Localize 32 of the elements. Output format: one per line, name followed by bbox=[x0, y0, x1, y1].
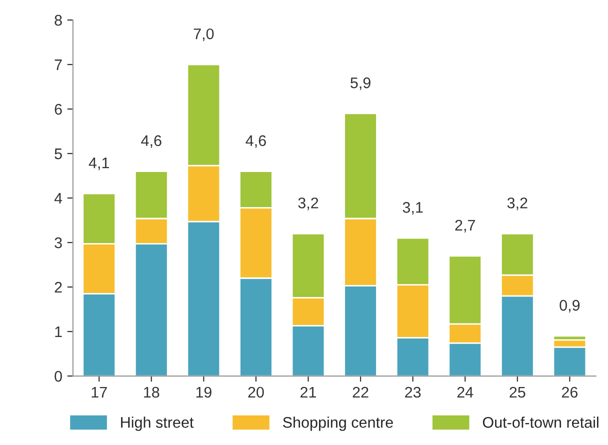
total-label: 4,1 bbox=[88, 158, 109, 170]
x-tick-label: 20 bbox=[248, 386, 264, 398]
y-tick-label: 5 bbox=[54, 148, 62, 160]
y-tick-label: 7 bbox=[54, 60, 62, 70]
total-label: 3,2 bbox=[298, 198, 318, 210]
y-tick-label: 2 bbox=[54, 282, 62, 293]
x-tick-label: 17 bbox=[92, 387, 107, 398]
x-tick-label: 21 bbox=[300, 386, 316, 398]
y-tick-label: 1 bbox=[55, 326, 62, 338]
total-label: 4,6 bbox=[141, 135, 162, 148]
y-tick-label: 3 bbox=[54, 237, 62, 248]
y-tick-label: 8 bbox=[54, 14, 62, 26]
legend-label: Out-of-town retail bbox=[482, 416, 598, 428]
total-label: 2,7 bbox=[455, 220, 475, 232]
x-tick-label: 19 bbox=[196, 386, 212, 398]
total-label: 5,9 bbox=[350, 77, 370, 90]
legend-label: High street bbox=[121, 416, 194, 431]
x-tick-label: 23 bbox=[405, 386, 421, 398]
legend-label: Shopping centre bbox=[283, 416, 393, 431]
total-label: 0,9 bbox=[560, 300, 580, 313]
x-tick-label: 24 bbox=[457, 386, 474, 398]
total-label: 3,1 bbox=[402, 202, 423, 215]
total-label: 3,2 bbox=[507, 198, 528, 210]
y-tick-label: 6 bbox=[54, 104, 62, 115]
total-label: 4,6 bbox=[246, 135, 266, 148]
x-tick-label: 25 bbox=[510, 386, 526, 398]
total-label: 7,0 bbox=[194, 28, 214, 42]
x-tick-label: 22 bbox=[352, 386, 368, 398]
y-tick-label: 4 bbox=[54, 193, 62, 204]
x-tick-label: 26 bbox=[562, 386, 578, 398]
y-tick-label: 0 bbox=[54, 370, 62, 382]
x-tick-label: 18 bbox=[144, 386, 160, 398]
